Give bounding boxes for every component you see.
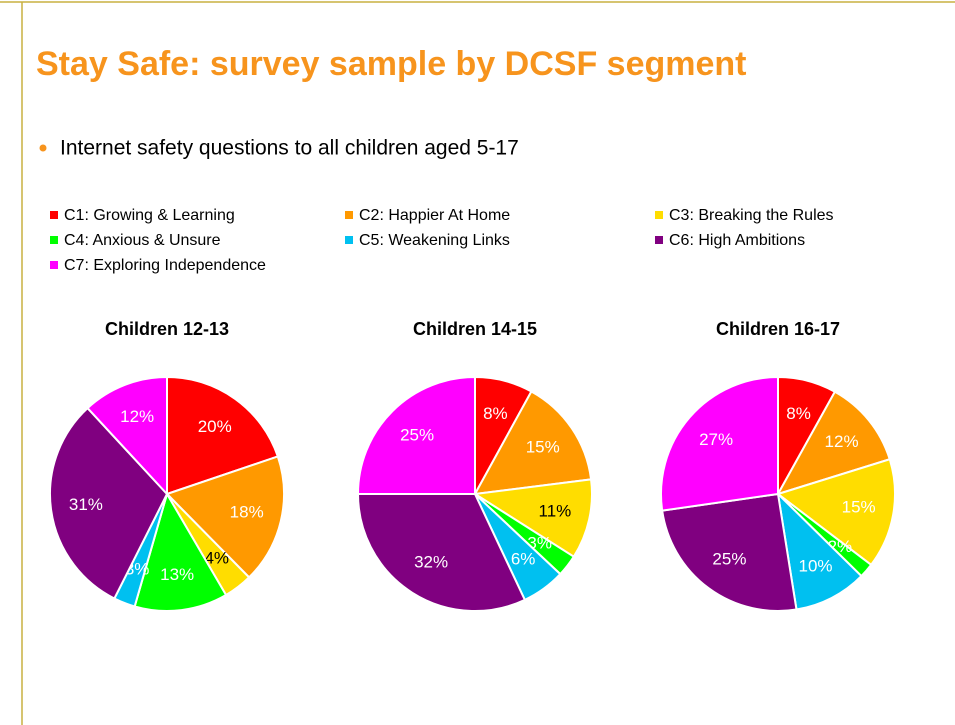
chart-title: Children 14-15	[413, 319, 537, 339]
slice-label: 20%	[198, 417, 232, 436]
legend-swatch	[50, 261, 58, 269]
slice-label: 18%	[230, 502, 264, 521]
chart-title: Children 16-17	[716, 319, 840, 339]
slice-label: 27%	[699, 430, 733, 449]
pie-slice	[166, 375, 280, 496]
slice-label: 31%	[69, 495, 103, 514]
legend-label: C5: Weakening Links	[359, 232, 510, 249]
pie-slice	[661, 492, 798, 612]
pie-slice	[133, 491, 228, 612]
pie-slice	[356, 493, 527, 612]
bullet-dot	[39, 144, 47, 152]
legend-swatch	[655, 236, 663, 244]
pie-slice	[165, 455, 285, 579]
chart-title: Children 12-13	[105, 319, 229, 339]
legend-swatch	[345, 211, 353, 219]
pie-slice	[49, 406, 169, 600]
slice-label: 13%	[160, 565, 194, 584]
slice-label: 6%	[511, 550, 536, 569]
bullet-text: Internet safety questions to all childre…	[60, 137, 519, 160]
slice-label: 10%	[799, 556, 833, 575]
legend-label: C1: Growing & Learning	[64, 207, 235, 224]
legend-label: C6: High Ambitions	[669, 232, 805, 249]
legend-swatch	[345, 236, 353, 244]
pie-slice	[660, 375, 779, 512]
pie-slice	[473, 390, 593, 496]
slice-label: 25%	[712, 549, 746, 568]
pie-slice	[775, 458, 896, 567]
slice-label: 11%	[539, 501, 572, 520]
pie-slice	[775, 390, 891, 496]
pie-slice	[472, 478, 593, 559]
slice-label: 4%	[204, 549, 229, 568]
slice-label: 15%	[526, 437, 560, 456]
slice-label: 12%	[120, 407, 154, 426]
slice-label: 32%	[414, 553, 448, 572]
legend-swatch	[655, 211, 663, 219]
legend-label: C4: Anxious & Unsure	[64, 232, 221, 249]
slice-label: 25%	[400, 426, 434, 445]
legend-label: C2: Happier At Home	[359, 207, 510, 224]
pie-slice	[776, 491, 863, 611]
legend-label: C7: Exploring Independence	[64, 257, 266, 274]
slice-label: 12%	[825, 432, 859, 451]
slice-label: 15%	[842, 498, 876, 517]
slide-title: Stay Safe: survey sample by DCSF segment	[36, 45, 747, 83]
slice-label: 8%	[786, 404, 811, 423]
pie-slice	[356, 375, 476, 495]
slice-label: 8%	[483, 404, 508, 423]
legend-swatch	[50, 211, 58, 219]
legend-label: C3: Breaking the Rules	[669, 207, 834, 224]
pie-slice	[86, 375, 168, 497]
legend-swatch	[50, 236, 58, 244]
